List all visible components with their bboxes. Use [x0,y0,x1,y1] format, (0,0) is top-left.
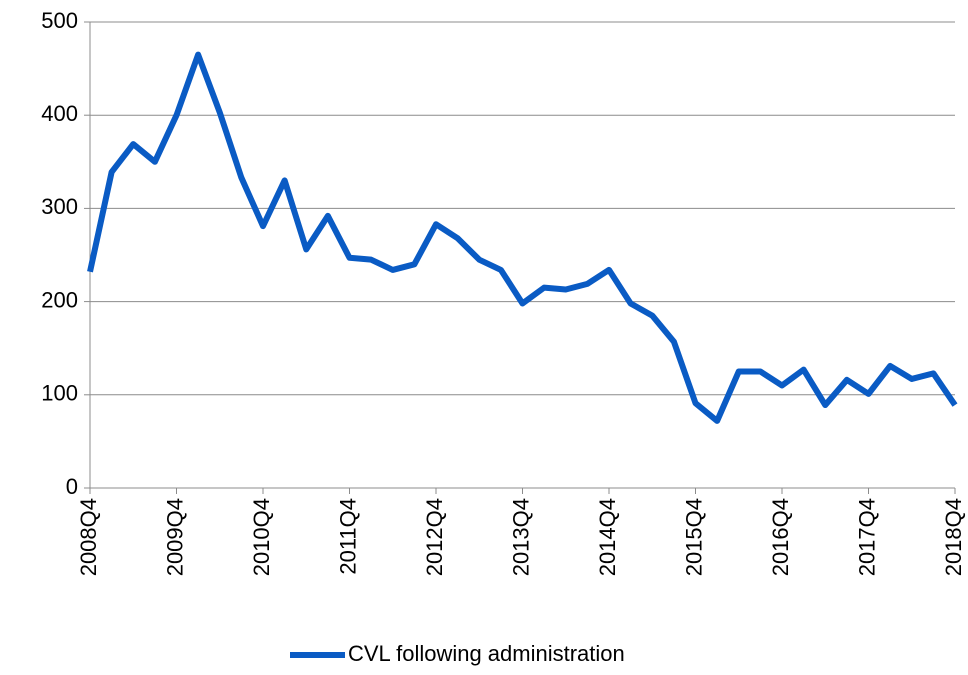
x-tick-label: 2009Q4 [162,498,187,576]
x-tick-label: 2016Q4 [768,498,793,576]
x-tick-label: 2013Q4 [508,498,533,576]
x-tick-label: 2012Q4 [422,498,447,576]
x-tick-label: 2008Q4 [76,498,101,576]
y-tick-label: 500 [41,8,78,33]
x-tick-label: 2015Q4 [681,498,706,576]
y-tick-label: 0 [66,474,78,499]
y-tick-label: 300 [41,194,78,219]
x-tick-label: 2014Q4 [595,498,620,576]
x-tick-label: 2017Q4 [854,498,879,576]
y-tick-label: 100 [41,381,78,406]
x-tick-label: 2010Q4 [249,498,274,576]
line-series [87,51,958,424]
x-tick-label: 2018Q4 [941,498,966,576]
legend-label: CVL following administration [348,641,625,666]
y-tick-label: 400 [41,101,78,126]
y-tick-label: 200 [41,287,78,312]
x-tick-label: 2011Q4 [335,498,360,575]
